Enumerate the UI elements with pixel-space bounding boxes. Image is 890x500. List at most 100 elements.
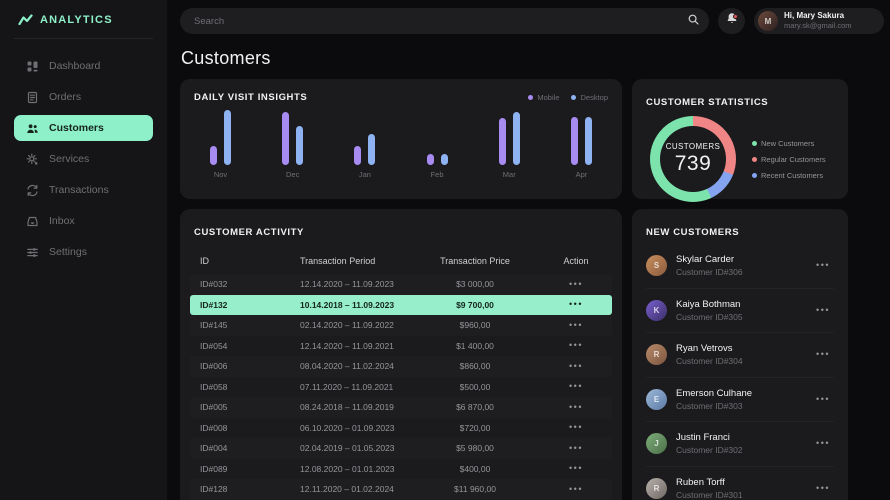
table-row[interactable]: ID#058 07.11.2020 – 11.09.2021 $500,00 •••: [190, 377, 612, 398]
bar-mobile: [354, 146, 362, 165]
customer-activity-title: CUSTOMER ACTIVITY: [194, 227, 304, 238]
bar-desktop: [368, 134, 376, 165]
table-row[interactable]: ID#008 06.10.2020 – 01.09.2023 $720,00 •••: [190, 418, 612, 439]
search-input[interactable]: [194, 15, 688, 27]
donut-legend: New Customers Regular Customers Recent Cus…: [752, 139, 826, 180]
sidebar-item-dashboard[interactable]: Dashboard: [14, 53, 153, 79]
user-meta: Hi, Mary Sakura mary.sk@gmail.com: [784, 11, 851, 30]
row-actions-button[interactable]: •••: [565, 401, 587, 414]
bar-mobile: [282, 112, 290, 165]
table-row[interactable]: ID#032 12.14.2020 – 11.09.2023 $3 000,00 ••…: [190, 274, 612, 295]
page-title: Customers: [181, 48, 271, 68]
left-column: DAILY VISIT INSIGHTS Mobile Desktop Nov De…: [180, 79, 622, 500]
row-actions-button[interactable]: •••: [565, 462, 587, 475]
cell-period: 07.11.2020 – 11.09.2021: [300, 381, 394, 392]
bar-group-dec: Dec: [282, 109, 304, 179]
cell-period: 10.14.2018 – 11.09.2023: [300, 299, 395, 310]
cell-period: 08.24.2018 – 11.09.2019: [300, 402, 394, 413]
bar-category-label: Jan: [358, 170, 371, 179]
sidebar-item-services[interactable]: Services: [14, 146, 153, 172]
cell-id: ID#132: [200, 299, 228, 310]
row-actions-button[interactable]: •••: [565, 442, 587, 455]
settings-icon: [26, 246, 39, 259]
bar-category-label: Mar: [502, 170, 516, 179]
table-row[interactable]: ID#132 10.14.2018 – 11.09.2023 $9 700,00 ••…: [190, 294, 612, 315]
customer-actions-button[interactable]: •••: [812, 259, 834, 272]
customer-avatar: S: [646, 255, 667, 277]
row-actions-button[interactable]: •••: [565, 483, 587, 496]
bar-group-mar: Mar: [498, 109, 520, 179]
customer-name: Skylar Carder: [676, 254, 735, 266]
donut-center-value: 739: [674, 152, 712, 175]
user-avatar: M: [758, 11, 778, 31]
cell-id: ID#054: [200, 340, 228, 351]
table-row[interactable]: ID#004 02.04.2019 – 01.05.2023 $5 980,00 ••…: [190, 438, 612, 459]
customer-actions-button[interactable]: •••: [812, 304, 834, 317]
sidebar-item-inbox[interactable]: Inbox: [14, 208, 153, 234]
legend-dot: [752, 140, 757, 146]
notifications-button[interactable]: [718, 8, 745, 34]
daily-visit-insights-card: DAILY VISIT INSIGHTS Mobile Desktop Nov De…: [180, 79, 622, 199]
sidebar-item-settings[interactable]: Settings: [14, 239, 153, 265]
row-actions-button[interactable]: •••: [565, 319, 587, 332]
cell-period: 12.08.2020 – 01.01.2023: [300, 463, 395, 474]
customer-statistics-card: CUSTOMER STATISTICS CUSTOMERS 739 New Cu…: [632, 79, 848, 202]
row-actions-button[interactable]: •••: [565, 380, 587, 393]
app-logo-text: ANALYTICS: [40, 14, 113, 26]
bar-mobile: [426, 154, 434, 165]
cell-price: $5 980,00: [456, 443, 494, 454]
row-actions-button[interactable]: •••: [565, 421, 587, 434]
customer-actions-button[interactable]: •••: [812, 437, 834, 450]
cell-period: 02.14.2020 – 11.09.2022: [300, 320, 394, 331]
table-row[interactable]: ID#054 12.14.2020 – 11.09.2021 $1 400,00 ••…: [190, 336, 612, 357]
services-icon: [26, 153, 39, 166]
customer-statistics-title: CUSTOMER STATISTICS: [646, 97, 769, 108]
customer-name: Ryan Vetrovs: [676, 343, 733, 355]
sidebar-item-orders[interactable]: Orders: [14, 84, 153, 110]
bar-category-label: Feb: [430, 170, 444, 179]
table-row[interactable]: ID#005 08.24.2018 – 11.09.2019 $6 870,00 ••…: [190, 397, 612, 418]
cell-period: 08.04.2020 – 11.02.2024: [300, 361, 394, 372]
cell-price: $3 000,00: [456, 279, 494, 290]
legend-dot: [752, 156, 757, 162]
table-row[interactable]: ID#089 12.08.2020 – 01.01.2023 $400,00 •••: [190, 459, 612, 480]
donut-legend-item: New Customers: [752, 139, 826, 148]
sidebar-item-customers[interactable]: Customers: [14, 115, 153, 141]
customer-avatar: J: [646, 433, 667, 455]
cell-price: $500,00: [459, 381, 491, 392]
cell-period: 02.04.2019 – 01.05.2023: [300, 443, 395, 454]
user-menu[interactable]: M Hi, Mary Sakura mary.sk@gmail.com: [754, 8, 884, 34]
donut-legend-item: Recent Customers: [752, 171, 826, 180]
table-row[interactable]: ID#145 02.14.2020 – 11.09.2022 $960,00 •••: [190, 315, 612, 336]
row-actions-button[interactable]: •••: [565, 298, 587, 311]
bar-desktop: [584, 117, 592, 165]
customer-actions-button[interactable]: •••: [812, 348, 834, 361]
bar-mobile: [498, 118, 506, 165]
legend-dot: [752, 172, 757, 178]
row-actions-button[interactable]: •••: [565, 278, 587, 291]
bar-group-apr: Apr: [570, 109, 592, 179]
app-logo: ANALYTICS: [14, 10, 153, 39]
sidebar-item-label: Customers: [49, 122, 104, 134]
new-customer-item: R Ryan Vetrovs Customer ID#304 •••: [646, 333, 834, 378]
search-box[interactable]: [180, 8, 709, 34]
row-actions-button[interactable]: •••: [565, 360, 587, 373]
cell-price: $860,00: [459, 361, 491, 372]
bar-group-nov: Nov: [210, 109, 231, 179]
sidebar-item-label: Settings: [49, 246, 87, 258]
row-actions-button[interactable]: •••: [565, 339, 587, 352]
orders-icon: [26, 91, 39, 104]
table-row[interactable]: ID#006 08.04.2020 – 11.02.2024 $860,00 •••: [190, 356, 612, 377]
table-row[interactable]: ID#128 12.11.2020 – 01.02.2024 $11 960,00 •…: [190, 479, 612, 500]
sidebar-item-label: Orders: [49, 91, 82, 103]
bar-desktop: [296, 126, 304, 165]
activity-table-body: ID#032 12.14.2020 – 11.09.2023 $3 000,00 ••…: [190, 274, 612, 500]
daily-visit-insights-title: DAILY VISIT INSIGHTS: [194, 92, 308, 103]
customer-actions-button[interactable]: •••: [812, 482, 834, 495]
customer-actions-button[interactable]: •••: [812, 393, 834, 406]
sidebar-item-label: Transactions: [49, 184, 109, 196]
sidebar-item-transactions[interactable]: Transactions: [14, 177, 153, 203]
bar-chart: Nov Dec Jan Feb Mar Apr: [194, 109, 608, 179]
dashboard-icon: [26, 60, 39, 73]
